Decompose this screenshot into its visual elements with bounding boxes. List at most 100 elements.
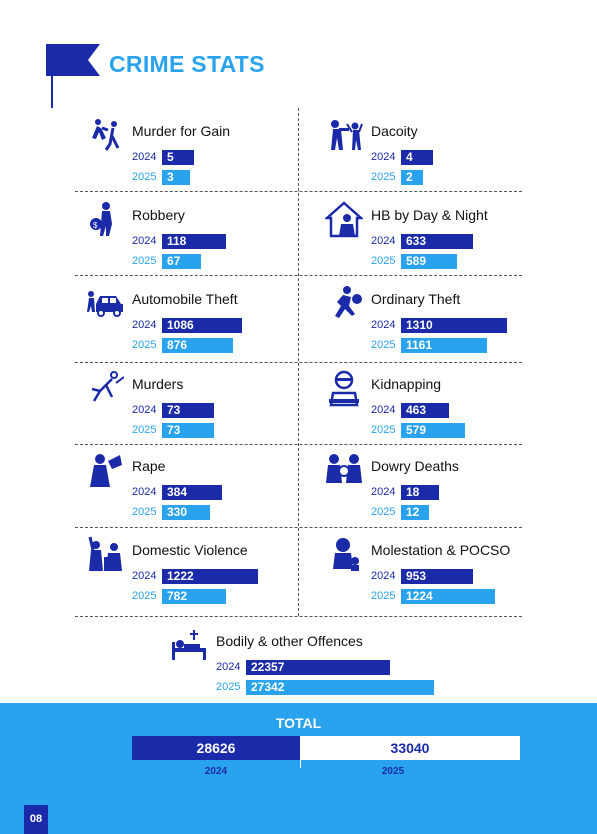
crime-label: Molestation & POCSO [371, 542, 511, 558]
crime-label: Rape [132, 458, 166, 474]
value-bar-2024: 118 [162, 233, 226, 249]
total-bar-2024: 28626 [132, 736, 300, 760]
crime-stat-4: Automobile Theft 2024 1086 2025 876 [86, 284, 296, 354]
value-bar-2024: 463 [401, 402, 449, 418]
year-label: 2024 [371, 486, 396, 498]
car-thief-icon [87, 291, 123, 317]
year-label: 2025 [371, 171, 396, 183]
year-label: 2024 [371, 151, 396, 163]
row-divider [75, 527, 522, 528]
year-label: 2025 [371, 339, 396, 351]
value-bar-2024: 5 [162, 149, 194, 165]
year-row-2024: 2024 463 [371, 402, 449, 418]
year-label: 2024 [132, 570, 157, 582]
year-label: 2025 [371, 255, 396, 267]
value-bar-2024: 18 [401, 484, 439, 500]
year-row-2024: 2024 22357 [216, 659, 390, 675]
year-row-2024: 2024 633 [371, 233, 473, 249]
year-row-2024: 2024 73 [132, 402, 214, 418]
value-bar-2025: 579 [401, 422, 465, 438]
year-label: 2025 [216, 681, 241, 693]
page-title: CRIME STATS [109, 51, 265, 77]
value-bar-2025: 2 [401, 169, 423, 185]
year-row-2024: 2024 4 [371, 149, 433, 165]
crime-label: Murder for Gain [132, 123, 231, 139]
value-bar-2025: 73 [162, 422, 214, 438]
year-row-2024: 2024 953 [371, 568, 473, 584]
year-row-2024: 2024 1310 [371, 317, 507, 333]
row-divider [75, 191, 522, 192]
value-bar-2025: 1224 [401, 588, 495, 604]
crime-label: Ordinary Theft [371, 291, 461, 307]
year-row-2024: 2024 18 [371, 484, 439, 500]
year-label: 2025 [132, 424, 157, 436]
crime-label: Kidnapping [371, 376, 442, 392]
value-bar-2025: 1161 [401, 337, 487, 353]
mother-child-icon [333, 538, 359, 571]
crime-label: HB by Day & Night [371, 207, 488, 223]
year-label: 2025 [132, 171, 157, 183]
year-label: 2024 [371, 235, 396, 247]
year-label: 2024 [216, 661, 241, 673]
crime-stat-11: Molestation & POCSO 2024 953 2025 1224 [325, 535, 535, 605]
crime-stat-2: $ Robbery 2024 118 2025 67 [86, 200, 296, 270]
crime-stat-10: Domestic Violence 2024 1222 2025 782 [86, 535, 296, 605]
value-bar-2024: 953 [401, 568, 473, 584]
value-bar-2024: 73 [162, 402, 214, 418]
kidnapped-person-icon [329, 370, 359, 407]
value-bar-2024: 4 [401, 149, 433, 165]
year-label: 2025 [371, 590, 396, 602]
year-label: 2024 [132, 235, 157, 247]
year-row-2025: 2025 330 [132, 504, 210, 520]
page-number: 08 [24, 805, 48, 834]
victim-hand-icon [90, 454, 122, 487]
year-row-2025: 2025 2 [371, 169, 423, 185]
year-row-2025: 2025 67 [132, 253, 201, 269]
crime-stat-5: Ordinary Theft 2024 1310 2025 1161 [325, 284, 535, 354]
year-row-2025: 2025 12 [371, 504, 429, 520]
year-row-2025: 2025 1224 [371, 588, 495, 604]
fighting-figures-icon [92, 119, 120, 151]
year-row-2024: 2024 5 [132, 149, 194, 165]
value-bar-2024: 633 [401, 233, 473, 249]
robber-with-bag-icon: $ [90, 202, 112, 236]
year-row-2025: 2025 876 [132, 337, 233, 353]
value-bar-2025: 782 [162, 588, 226, 604]
row-divider [75, 616, 522, 617]
year-label: 2024 [132, 319, 157, 331]
total-divider [300, 736, 301, 768]
year-label: 2025 [371, 506, 396, 518]
year-row-2025: 2025 27342 [216, 679, 434, 695]
total-year-2025: 2025 [381, 766, 405, 777]
row-divider [75, 444, 522, 445]
year-label: 2025 [132, 506, 157, 518]
crime-stat-6: Murders 2024 73 2025 73 [86, 369, 296, 439]
crime-label: Robbery [132, 207, 185, 223]
crime-label: Automobile Theft [132, 291, 238, 307]
running-thief-icon [335, 286, 362, 318]
year-row-2024: 2024 384 [132, 484, 222, 500]
value-bar-2025: 27342 [246, 679, 434, 695]
year-label: 2024 [371, 570, 396, 582]
year-label: 2024 [132, 486, 157, 498]
year-row-2024: 2024 1086 [132, 317, 242, 333]
value-bar-2025: 589 [401, 253, 457, 269]
crime-stat-8: Rape 2024 384 2025 330 [86, 451, 296, 521]
row-divider [75, 275, 522, 276]
year-label: 2025 [132, 255, 157, 267]
crime-label: Domestic Violence [132, 542, 248, 558]
value-bar-2025: 12 [401, 504, 429, 520]
year-label: 2025 [371, 424, 396, 436]
year-label: 2024 [371, 319, 396, 331]
year-label: 2024 [132, 151, 157, 163]
year-row-2025: 2025 73 [132, 422, 214, 438]
crime-stat-12: Bodily & other Offences 2024 22357 2025 2734… [170, 626, 470, 696]
crime-stat-1: Dacoity 2024 4 2025 2 [325, 116, 535, 186]
value-bar-2024: 22357 [246, 659, 390, 675]
house-burglar-icon [325, 201, 363, 238]
crime-stat-7: Kidnapping 2024 463 2025 579 [325, 369, 535, 439]
hospital-bed-icon [172, 630, 206, 660]
flag-icon [46, 44, 100, 108]
year-label: 2025 [132, 339, 157, 351]
value-bar-2024: 1222 [162, 568, 258, 584]
